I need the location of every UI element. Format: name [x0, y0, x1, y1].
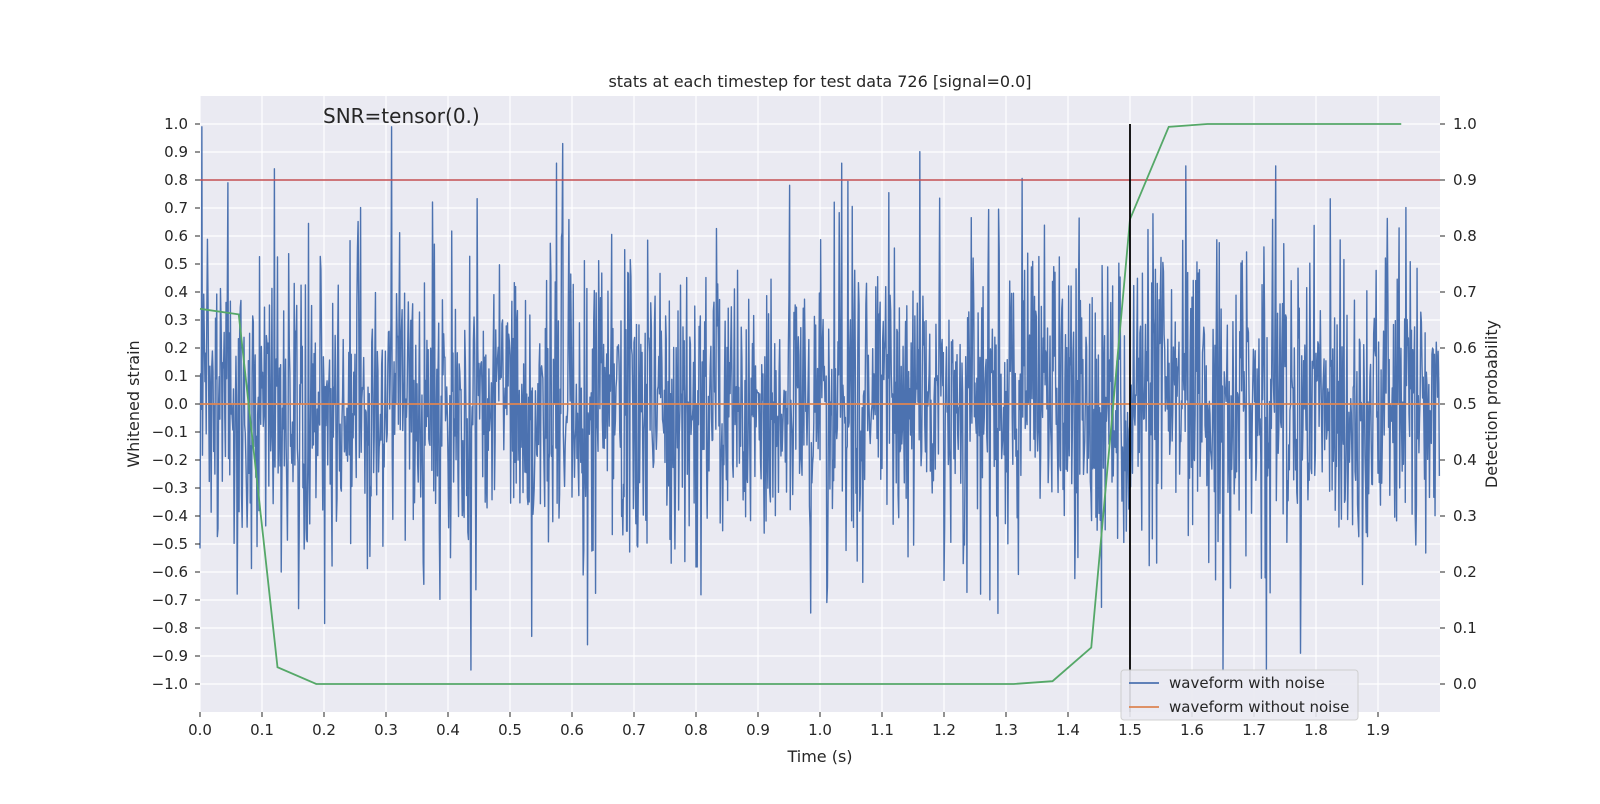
y-left-tick-label: 0.8	[164, 171, 188, 189]
y-left-tick-label: −0.3	[152, 479, 188, 497]
x-tick-label: 0.0	[188, 721, 212, 739]
y-left-tick-label: 0.4	[164, 283, 188, 301]
x-tick-label: 1.2	[932, 721, 956, 739]
y-right-tick-label: 0.9	[1453, 171, 1477, 189]
x-tick-label: 0.4	[436, 721, 460, 739]
chart-title: stats at each timestep for test data 726…	[608, 72, 1031, 91]
y-axis-left-label: Whitened strain	[124, 340, 143, 467]
x-tick-label: 0.3	[374, 721, 398, 739]
y-right-tick-label: 0.3	[1453, 507, 1477, 525]
y-left-tick-label: 0.3	[164, 311, 188, 329]
x-tick-label: 0.9	[746, 721, 770, 739]
y-left-tick-label: 0.0	[164, 395, 188, 413]
y-right-tick-label: 0.1	[1453, 619, 1477, 637]
y-left-tick-label: 0.5	[164, 255, 188, 273]
x-tick-label: 1.7	[1242, 721, 1266, 739]
y-right-tick-label: 1.0	[1453, 115, 1477, 133]
x-tick-label: 0.1	[250, 721, 274, 739]
y-left-tick-label: −0.7	[152, 591, 188, 609]
x-tick-label: 0.5	[498, 721, 522, 739]
y-axis-right-label: Detection probability	[1482, 320, 1501, 488]
x-tick-label: 1.6	[1180, 721, 1204, 739]
legend: waveform with noise waveform without noi…	[1120, 669, 1359, 721]
x-tick-label: 1.4	[1056, 721, 1080, 739]
snr-annotation: SNR=tensor(0.)	[323, 104, 480, 128]
x-axis-label: Time (s)	[786, 747, 852, 766]
x-tick-label: 1.8	[1304, 721, 1328, 739]
y-left-tick-label: −0.8	[152, 619, 188, 637]
x-tick-label: 1.3	[994, 721, 1018, 739]
y-left-tick-label: 0.6	[164, 227, 188, 245]
x-tick-label: 0.7	[622, 721, 646, 739]
y-left-tick-label: −0.4	[152, 507, 188, 525]
y-right-tick-label: 0.2	[1453, 563, 1477, 581]
x-tick-label: 1.0	[808, 721, 832, 739]
series-detection-probability	[199, 123, 1402, 685]
series-waveform-with-noise	[199, 126, 1441, 671]
chart-marks	[199, 123, 1441, 712]
y-left-tick-label: 0.9	[164, 143, 188, 161]
y-right-tick-label: 0.7	[1453, 283, 1477, 301]
y-left-tick-label: 0.1	[164, 367, 188, 385]
axes: 0.0 0.1 0.2 0.3 0.4 0.5 0.6 0.7 0.8 0.9 1.0 1.1 1.2 1…	[152, 115, 1477, 739]
y-left-tick-label: −0.1	[152, 423, 188, 441]
y-left-tick-label: 0.2	[164, 339, 188, 357]
x-tick-label: 1.1	[870, 721, 894, 739]
y-left-tick-label: 1.0	[164, 115, 188, 133]
x-tick-label: 0.2	[312, 721, 336, 739]
y-left-tick-label: −0.2	[152, 451, 188, 469]
y-left-tick-label: −0.9	[152, 647, 188, 665]
y-left-tick-label: 0.7	[164, 199, 188, 217]
y-right-tick-label: 0.4	[1453, 451, 1477, 469]
y-left-tick-label: −0.5	[152, 535, 188, 553]
y-right-tick-label: 0.6	[1453, 339, 1477, 357]
y-right-tick-label: 0.8	[1453, 227, 1477, 245]
y-right-tick-label: 0.5	[1453, 395, 1477, 413]
x-tick-label: 0.6	[560, 721, 584, 739]
legend-box	[1120, 669, 1359, 721]
legend-label-without-noise: waveform without noise	[1169, 698, 1349, 716]
y-left-tick-label: −1.0	[152, 675, 188, 693]
x-tick-label: 0.8	[684, 721, 708, 739]
y-right-tick-label: 0.0	[1453, 675, 1477, 693]
legend-label-with-noise: waveform with noise	[1169, 674, 1325, 692]
x-tick-label: 1.9	[1366, 721, 1390, 739]
y-left-tick-label: −0.6	[152, 563, 188, 581]
x-tick-label: 1.5	[1118, 721, 1142, 739]
